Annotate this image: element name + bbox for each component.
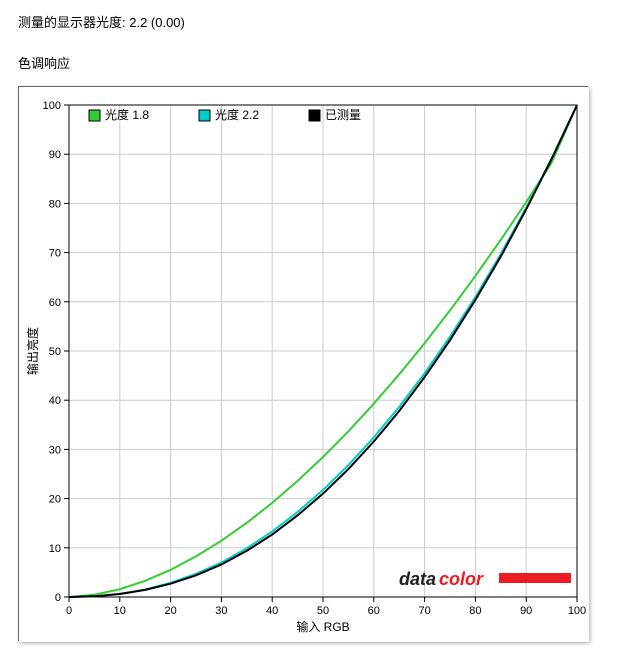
x-tick-label: 90 (520, 605, 532, 617)
legend-label: 已测量 (325, 108, 361, 122)
chart-bg (19, 87, 589, 642)
y-tick-label: 90 (49, 149, 61, 161)
y-tick-label: 30 (49, 444, 61, 456)
brand-text-dark: data (399, 569, 436, 589)
chart-svg: 0 10 20 30 40 50 60 70 80 90 100 0 10 20 30 40 50 60 70 80 9… (19, 87, 589, 642)
y-tick-label: 60 (49, 297, 61, 309)
x-tick-label: 40 (266, 605, 278, 617)
x-tick-label: 50 (317, 605, 329, 617)
y-tick-label: 0 (55, 592, 61, 604)
measured-gamma-label: 测量的显示器光度: 2.2 (0.00) (18, 12, 609, 31)
brand-text-red: color (439, 569, 484, 589)
legend-swatch (199, 110, 210, 121)
y-tick-label: 50 (49, 346, 61, 358)
x-tick-label: 30 (215, 605, 227, 617)
y-tick-label: 80 (49, 198, 61, 210)
x-tick-label: 70 (418, 605, 430, 617)
page-root: 测量的显示器光度: 2.2 (0.00) 色调响应 0 10 20 30 40 50 60 7… (0, 0, 627, 670)
brand-bar (499, 573, 571, 583)
legend-label: 光度 2.2 (215, 107, 259, 122)
y-tick-label: 100 (43, 100, 61, 112)
x-axis-label: 输入 RGB (296, 619, 349, 634)
legend-swatch (309, 110, 320, 121)
x-tick-label: 80 (469, 605, 481, 617)
section-title: 色调响应 (18, 53, 609, 72)
y-tick-label: 10 (49, 543, 61, 555)
x-tick-label: 60 (368, 605, 380, 617)
legend-label: 光度 1.8 (105, 107, 149, 122)
y-tick-label: 70 (49, 248, 61, 260)
x-tick-label: 20 (164, 605, 176, 617)
x-tick-label: 0 (66, 605, 72, 617)
legend-swatch (89, 110, 100, 121)
tone-response-chart: 0 10 20 30 40 50 60 70 80 90 100 0 10 20 30 40 50 60 70 80 9… (18, 86, 588, 641)
y-tick-label: 20 (49, 494, 61, 506)
y-tick-label: 40 (49, 395, 61, 407)
x-tick-label: 10 (114, 605, 126, 617)
x-tick-label: 100 (568, 605, 586, 617)
y-axis-label: 输出亮度 (25, 327, 40, 375)
